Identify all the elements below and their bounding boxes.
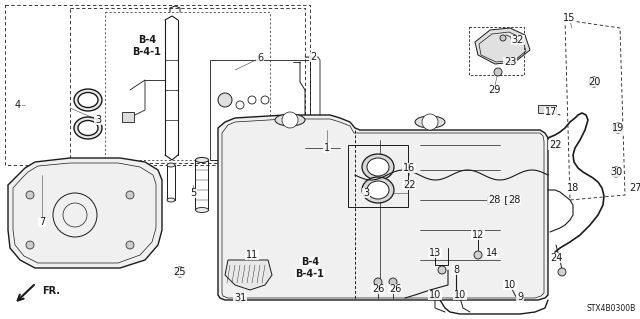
- Text: 18: 18: [567, 183, 579, 193]
- Text: B-4: B-4: [138, 35, 156, 45]
- Circle shape: [422, 114, 438, 130]
- Text: 17: 17: [545, 107, 557, 117]
- Ellipse shape: [74, 89, 102, 111]
- Bar: [348, 145, 408, 207]
- Text: 28: 28: [508, 195, 520, 205]
- Bar: [210, 60, 310, 160]
- Text: 24: 24: [550, 253, 562, 263]
- Polygon shape: [475, 28, 530, 64]
- Ellipse shape: [195, 207, 209, 212]
- Circle shape: [558, 268, 566, 276]
- Circle shape: [611, 167, 621, 177]
- Circle shape: [438, 266, 446, 274]
- Text: 27: 27: [628, 183, 640, 193]
- Text: 11: 11: [246, 250, 258, 260]
- Ellipse shape: [74, 117, 102, 139]
- Bar: [469, 27, 524, 75]
- Ellipse shape: [367, 158, 389, 176]
- Circle shape: [236, 294, 244, 302]
- Polygon shape: [8, 158, 162, 268]
- Bar: [5, 5, 310, 165]
- Text: 10: 10: [454, 290, 466, 300]
- Ellipse shape: [415, 116, 445, 128]
- Text: 9: 9: [517, 292, 523, 302]
- Circle shape: [175, 267, 185, 277]
- Text: 8: 8: [453, 265, 459, 275]
- Circle shape: [474, 251, 482, 259]
- Circle shape: [26, 241, 34, 249]
- Text: 25: 25: [173, 267, 186, 277]
- Bar: [538, 105, 556, 113]
- Circle shape: [26, 191, 34, 199]
- Text: B-4: B-4: [301, 257, 319, 267]
- Text: B-4-1: B-4-1: [132, 47, 161, 57]
- Text: STX4B0300B: STX4B0300B: [587, 304, 636, 313]
- Text: 7: 7: [39, 217, 45, 227]
- Circle shape: [589, 77, 599, 87]
- Text: 22: 22: [548, 140, 561, 150]
- Circle shape: [218, 93, 232, 107]
- Text: 13: 13: [429, 248, 441, 258]
- Text: 30: 30: [610, 167, 622, 177]
- Ellipse shape: [367, 181, 389, 199]
- Text: 5: 5: [190, 188, 196, 198]
- Circle shape: [551, 141, 559, 149]
- Text: 1: 1: [324, 143, 330, 153]
- Bar: [105, 12, 270, 160]
- Ellipse shape: [362, 177, 394, 203]
- Bar: [487, 196, 495, 204]
- Text: 16: 16: [403, 163, 415, 173]
- Circle shape: [613, 123, 623, 133]
- Bar: [70, 8, 305, 163]
- Ellipse shape: [167, 198, 175, 202]
- Text: 31: 31: [234, 293, 246, 303]
- Text: 3: 3: [363, 188, 369, 198]
- Text: 2: 2: [310, 52, 316, 62]
- Text: 29: 29: [488, 85, 500, 95]
- Text: 20: 20: [588, 77, 600, 87]
- Circle shape: [282, 112, 298, 128]
- Text: 23: 23: [504, 57, 516, 67]
- Text: 28: 28: [488, 195, 500, 205]
- Text: 6: 6: [257, 53, 263, 63]
- Circle shape: [126, 241, 134, 249]
- Circle shape: [374, 278, 382, 286]
- Text: 10: 10: [504, 280, 516, 290]
- Ellipse shape: [362, 154, 394, 180]
- Ellipse shape: [78, 121, 98, 136]
- Text: 14: 14: [486, 248, 498, 258]
- Bar: [505, 196, 513, 204]
- Text: FR.: FR.: [42, 286, 60, 296]
- Text: 32: 32: [512, 35, 524, 45]
- Bar: [122, 112, 134, 122]
- Text: 3: 3: [95, 115, 101, 125]
- Polygon shape: [218, 115, 548, 300]
- Text: B-4-1: B-4-1: [296, 269, 324, 279]
- Ellipse shape: [275, 114, 305, 126]
- Circle shape: [126, 191, 134, 199]
- Text: 12: 12: [472, 230, 484, 240]
- Ellipse shape: [167, 163, 175, 167]
- Ellipse shape: [78, 93, 98, 108]
- Text: 4: 4: [15, 100, 21, 110]
- Polygon shape: [225, 260, 272, 290]
- Circle shape: [500, 35, 506, 41]
- Text: 26: 26: [372, 284, 384, 294]
- Circle shape: [389, 278, 397, 286]
- Ellipse shape: [195, 158, 209, 162]
- Text: 22: 22: [403, 180, 415, 190]
- Circle shape: [494, 68, 502, 76]
- Text: 10: 10: [429, 290, 441, 300]
- Text: 19: 19: [612, 123, 624, 133]
- Text: 26: 26: [389, 284, 401, 294]
- Text: 15: 15: [563, 13, 575, 23]
- Circle shape: [405, 181, 413, 189]
